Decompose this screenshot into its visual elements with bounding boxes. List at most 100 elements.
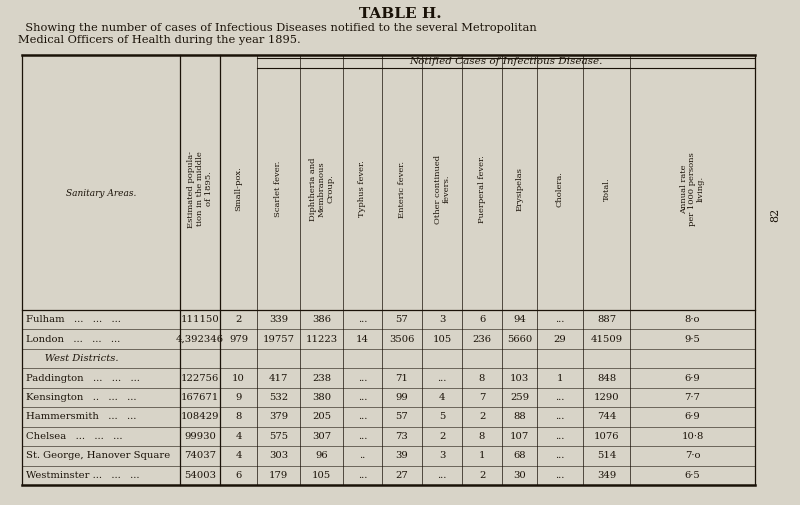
Text: 179: 179 (269, 471, 288, 480)
Text: Westminster ...   ...   ...: Westminster ... ... ... (26, 471, 139, 480)
Text: 10·8: 10·8 (682, 432, 704, 441)
Text: 6·9: 6·9 (685, 374, 700, 383)
Text: 303: 303 (269, 451, 288, 461)
Text: 94: 94 (513, 315, 526, 324)
Text: Enteric fever.: Enteric fever. (398, 161, 406, 218)
Text: Chelsea   ...   ...   ...: Chelsea ... ... ... (26, 432, 122, 441)
Text: Estimated popula-
tion in the middle
of 1895.: Estimated popula- tion in the middle of … (187, 150, 213, 227)
Text: 236: 236 (473, 335, 491, 344)
Text: 105: 105 (432, 335, 452, 344)
Text: Puerperal fever.: Puerperal fever. (478, 155, 486, 223)
Text: 8·o: 8·o (685, 315, 700, 324)
Text: 2: 2 (439, 432, 445, 441)
Text: ...: ... (555, 413, 565, 422)
Text: Total.: Total. (602, 177, 610, 201)
Text: 380: 380 (312, 393, 331, 402)
Text: Diphtheria and
Membranous
Croup.: Diphtheria and Membranous Croup. (309, 157, 334, 221)
Text: 88: 88 (513, 413, 526, 422)
Text: 5: 5 (439, 413, 445, 422)
Text: 4: 4 (235, 432, 242, 441)
Text: 339: 339 (269, 315, 288, 324)
Text: 386: 386 (312, 315, 331, 324)
Text: 111150: 111150 (181, 315, 219, 324)
Text: 2: 2 (479, 471, 485, 480)
Text: Paddington   ...   ...   ...: Paddington ... ... ... (26, 374, 140, 383)
Text: 9: 9 (235, 393, 242, 402)
Text: 54003: 54003 (184, 471, 216, 480)
Text: 27: 27 (396, 471, 408, 480)
Text: Cholera.: Cholera. (556, 171, 564, 207)
Text: 108429: 108429 (181, 413, 219, 422)
Text: Showing the number of cases of Infectious Diseases notified to the several Metro: Showing the number of cases of Infectiou… (18, 23, 537, 33)
Text: ...: ... (358, 471, 367, 480)
Text: Notified Cases of Infectious Disease.: Notified Cases of Infectious Disease. (410, 58, 602, 67)
Text: 744: 744 (597, 413, 616, 422)
Text: ...: ... (358, 432, 367, 441)
Text: Typhus fever.: Typhus fever. (358, 161, 366, 217)
Text: Scarlet fever.: Scarlet fever. (274, 161, 282, 217)
Text: 4: 4 (235, 451, 242, 461)
Text: 7·o: 7·o (685, 451, 700, 461)
Text: 99: 99 (396, 393, 408, 402)
Text: 979: 979 (229, 335, 248, 344)
Text: 122756: 122756 (181, 374, 219, 383)
Text: ...: ... (555, 451, 565, 461)
Text: 8: 8 (479, 374, 485, 383)
Text: 238: 238 (312, 374, 331, 383)
Text: ...: ... (358, 374, 367, 383)
Text: 30: 30 (513, 471, 526, 480)
Text: Medical Officers of Health during the year 1895.: Medical Officers of Health during the ye… (18, 35, 301, 45)
Text: 6: 6 (235, 471, 242, 480)
Text: Sanitary Areas.: Sanitary Areas. (66, 189, 136, 198)
Text: 41509: 41509 (590, 335, 622, 344)
Text: 167671: 167671 (181, 393, 219, 402)
Text: 5660: 5660 (507, 335, 532, 344)
Text: London   ...   ...   ...: London ... ... ... (26, 335, 120, 344)
Text: 4,392346: 4,392346 (176, 335, 224, 344)
Text: Erysipelas: Erysipelas (515, 167, 523, 211)
Text: 6: 6 (479, 315, 485, 324)
Text: 8: 8 (235, 413, 242, 422)
Text: 514: 514 (597, 451, 616, 461)
Text: 11223: 11223 (306, 335, 338, 344)
Text: ...: ... (358, 393, 367, 402)
Text: West Districts.: West Districts. (26, 354, 118, 363)
Text: 7·7: 7·7 (685, 393, 701, 402)
Text: ...: ... (555, 315, 565, 324)
Text: 1: 1 (557, 374, 563, 383)
Text: 3: 3 (439, 451, 445, 461)
Text: Small-pox.: Small-pox. (234, 167, 242, 212)
Text: 19757: 19757 (262, 335, 294, 344)
Text: TABLE H.: TABLE H. (358, 7, 442, 21)
Text: Hammersmith   ...   ...: Hammersmith ... ... (26, 413, 136, 422)
Text: St. George, Hanover Square: St. George, Hanover Square (26, 451, 170, 461)
Text: ...: ... (555, 432, 565, 441)
Text: Kensington   ..   ...   ...: Kensington .. ... ... (26, 393, 137, 402)
Text: ...: ... (438, 374, 446, 383)
Text: 532: 532 (269, 393, 288, 402)
Text: 105: 105 (312, 471, 331, 480)
Text: 96: 96 (315, 451, 328, 461)
Text: 14: 14 (356, 335, 369, 344)
Text: 103: 103 (510, 374, 529, 383)
Text: 10: 10 (232, 374, 245, 383)
Text: 3506: 3506 (390, 335, 414, 344)
Text: 259: 259 (510, 393, 529, 402)
Text: 74037: 74037 (184, 451, 216, 461)
Text: 7: 7 (479, 393, 485, 402)
Text: 349: 349 (597, 471, 616, 480)
Text: 57: 57 (396, 413, 408, 422)
Text: 68: 68 (513, 451, 526, 461)
Text: 6·5: 6·5 (685, 471, 700, 480)
Text: 205: 205 (312, 413, 331, 422)
Text: 29: 29 (554, 335, 566, 344)
Text: 39: 39 (396, 451, 408, 461)
Text: 848: 848 (597, 374, 616, 383)
Text: 71: 71 (395, 374, 409, 383)
Text: 887: 887 (597, 315, 616, 324)
Text: 57: 57 (396, 315, 408, 324)
Text: 82: 82 (770, 208, 780, 222)
Text: 73: 73 (396, 432, 408, 441)
Text: 2: 2 (479, 413, 485, 422)
Text: 2: 2 (235, 315, 242, 324)
